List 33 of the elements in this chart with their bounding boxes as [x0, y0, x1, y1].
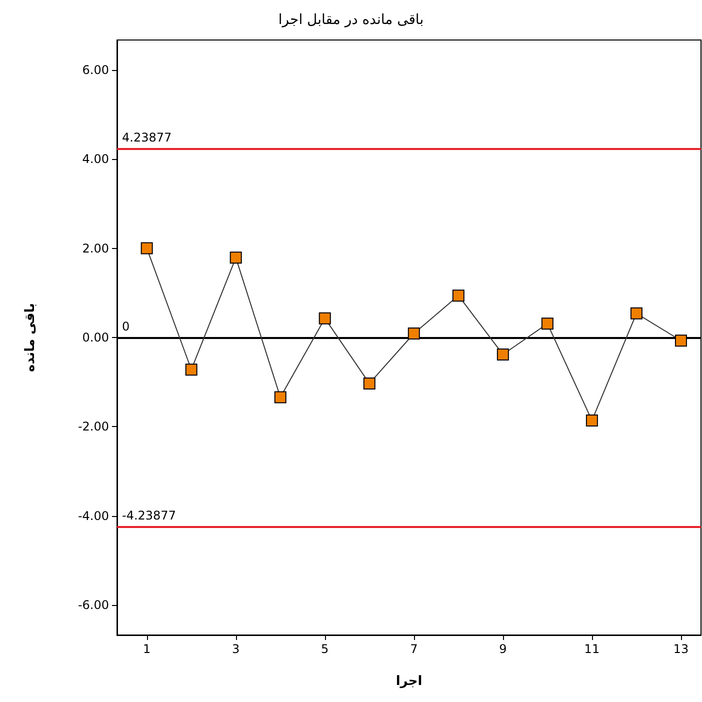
- point: [363, 377, 376, 390]
- ref-line-label: 0: [122, 320, 130, 334]
- point: [630, 307, 642, 320]
- x-tick-label: 13: [673, 642, 689, 656]
- point: [541, 318, 554, 330]
- point: [274, 391, 286, 404]
- x-tick-label: 9: [499, 642, 507, 656]
- y-tick-label: 0.00: [82, 330, 109, 344]
- point: [230, 252, 242, 264]
- point: [496, 348, 509, 360]
- point: [408, 327, 420, 340]
- point: [140, 242, 153, 254]
- ref-line-label: 4.23877: [122, 130, 172, 144]
- y-tick-label: 6.00: [82, 62, 109, 77]
- x-tick-label: 1: [143, 642, 151, 656]
- y-tick-label: 2.00: [82, 241, 109, 256]
- point: [674, 334, 687, 347]
- y-tick-label: 4.00: [82, 152, 109, 166]
- point: [185, 364, 198, 376]
- y-tick-label: -4.00: [78, 508, 109, 523]
- point: [318, 312, 331, 324]
- y-axis-title: باقی مانده: [23, 303, 38, 372]
- x-tick-label: 5: [321, 642, 329, 656]
- x-tick-label: 11: [584, 642, 600, 656]
- ref-line-label: -4.23877: [122, 508, 176, 523]
- point: [452, 290, 464, 302]
- x-tick-label: 7: [410, 642, 418, 656]
- x-tick-label: 3: [232, 642, 240, 656]
- point: [586, 414, 598, 426]
- y-tick-label: -6.00: [78, 598, 109, 612]
- chart-title: باقی مانده در مقابل اجرا: [278, 12, 424, 28]
- y-tick-label: -2.00: [78, 420, 109, 434]
- x-axis-title: اجرا: [396, 674, 422, 689]
